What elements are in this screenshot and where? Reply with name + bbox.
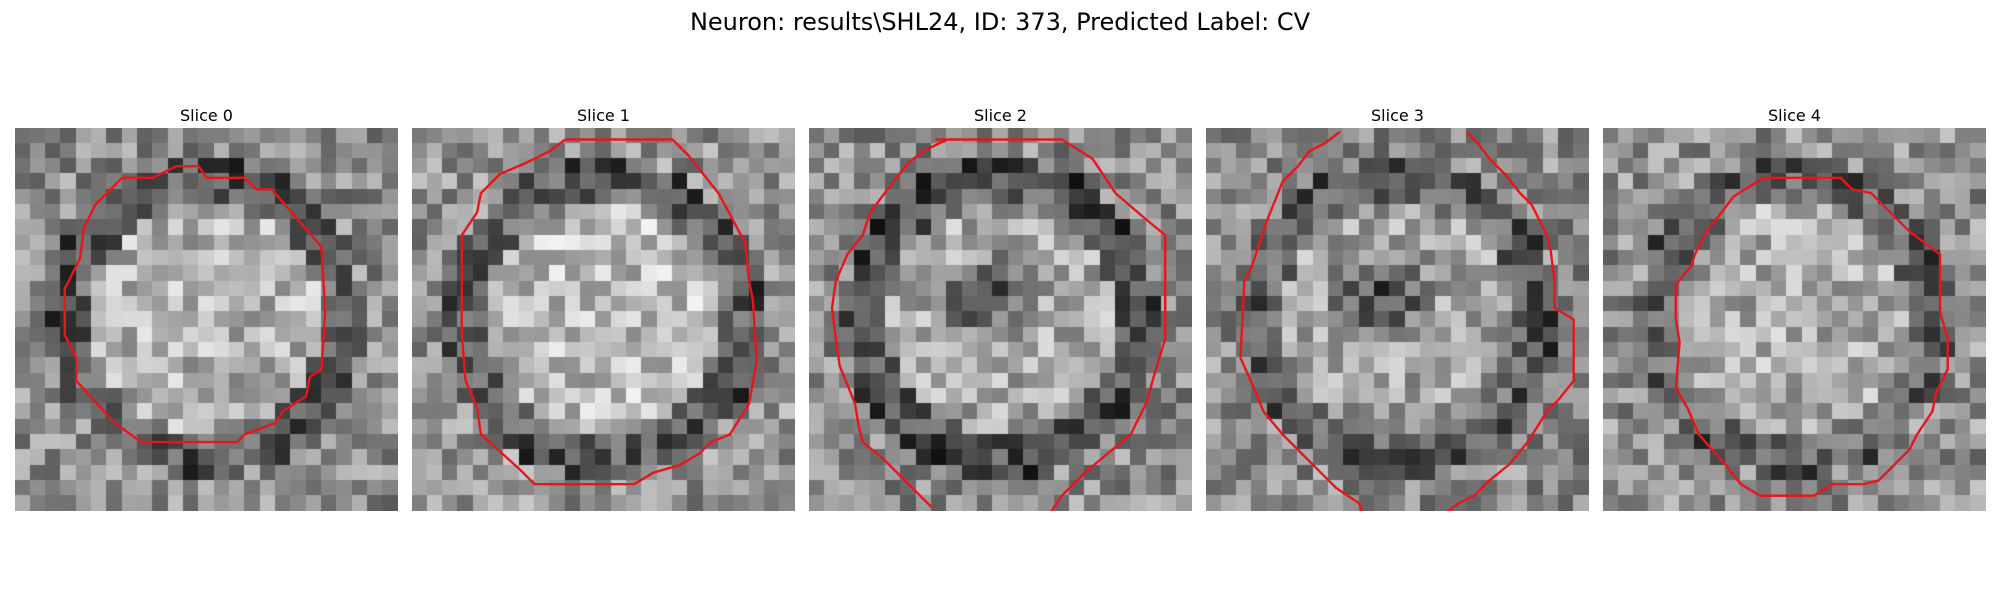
slice-pixels-4	[1603, 128, 1986, 511]
slice-image-0	[15, 128, 398, 511]
slice-panel-1: Slice 1	[412, 106, 795, 511]
contour-line-1	[460, 138, 758, 486]
slice-panel-3: Slice 3	[1206, 106, 1589, 511]
slice-image-1	[412, 128, 795, 511]
contour-line-0	[63, 165, 327, 444]
slice-title-0: Slice 0	[180, 106, 233, 125]
slice-image-4	[1603, 128, 1986, 511]
contour-line-2	[935, 138, 1167, 511]
slice-title-2: Slice 2	[974, 106, 1027, 125]
slice-panel-0: Slice 0	[15, 106, 398, 511]
slice-title-3: Slice 3	[1371, 106, 1424, 125]
slice-pixels-2	[809, 128, 1192, 511]
slice-image-2	[809, 128, 1192, 511]
slice-title-1: Slice 1	[577, 106, 630, 125]
slice-panel-2: Slice 2	[809, 106, 1192, 511]
slice-image-3	[1206, 128, 1589, 511]
slice-title-4: Slice 4	[1768, 106, 1821, 125]
contour-line-3	[1239, 130, 1364, 511]
contour-overlay-3	[1239, 130, 1575, 511]
slice-pixels-0	[15, 128, 398, 511]
contour-overlay-4	[1674, 176, 1949, 497]
contour-line-3-b	[1446, 130, 1575, 511]
contour-line-4	[1674, 176, 1949, 497]
contour-overlay-2	[830, 138, 1167, 511]
slice-pixels-3	[1206, 128, 1589, 511]
contour-overlay-0	[63, 165, 327, 444]
contour-line-2-b	[830, 138, 948, 509]
slice-pixels-1	[412, 128, 795, 511]
slice-panel-4: Slice 4	[1603, 106, 1986, 511]
contour-overlay-1	[460, 138, 758, 486]
figure-title: Neuron: results\SHL24, ID: 373, Predicte…	[689, 8, 1311, 36]
